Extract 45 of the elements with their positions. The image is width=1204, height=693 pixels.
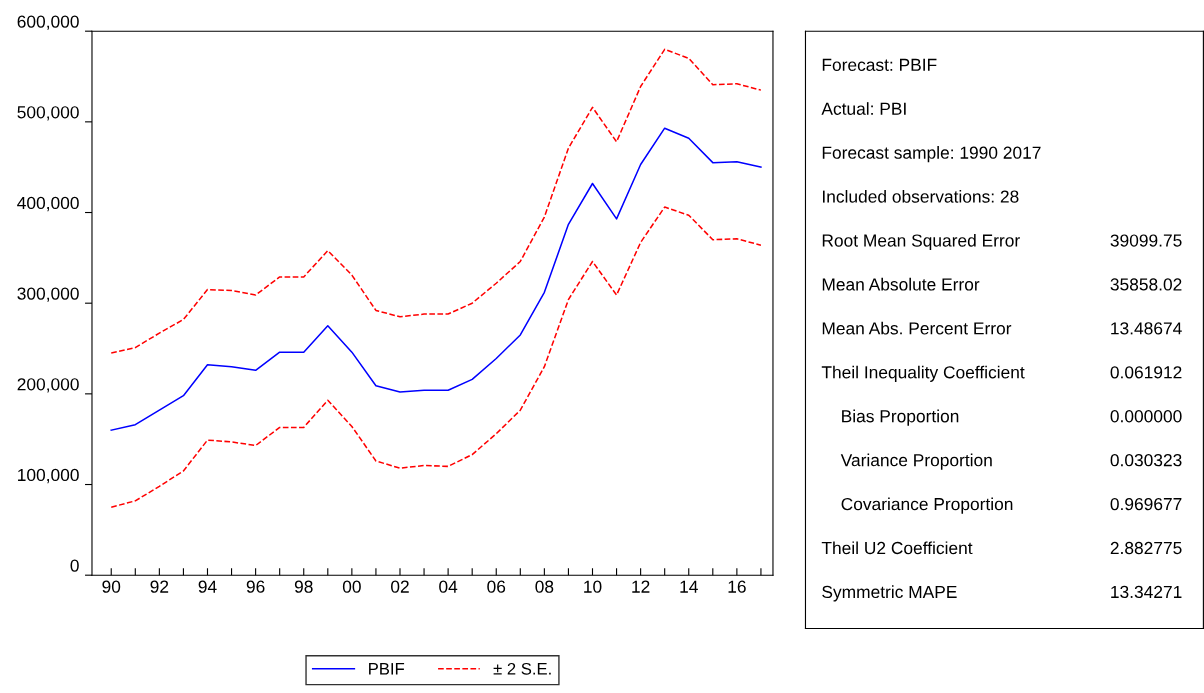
x-tick-label: 98 xyxy=(294,580,313,593)
x-tick-label: 16 xyxy=(728,580,746,593)
y-tick-label: 500,000 xyxy=(17,106,79,121)
category-label: Root Mean Squared Error xyxy=(822,233,1020,251)
category-label: Theil U2 Coefficient xyxy=(821,541,973,555)
text: Included observations: 28 xyxy=(823,190,1019,203)
x-tick-label: 14 xyxy=(680,580,698,593)
x-tick-label: 00 xyxy=(342,580,361,593)
x-tick-label: 06 xyxy=(487,580,506,593)
y-tick-label: 0 xyxy=(70,559,79,572)
text: Forecast sample: 1990 2017 xyxy=(822,146,1041,163)
text: 13.48674 xyxy=(1111,322,1182,335)
text: 2.882775 xyxy=(1110,541,1182,555)
text: 0.061912 xyxy=(1110,366,1182,379)
text: 0.000000 xyxy=(1110,410,1182,423)
x-tick-label: 12 xyxy=(632,580,650,593)
text: 13.34271 xyxy=(1111,585,1182,599)
y-tick-label: 200,000 xyxy=(17,378,79,393)
text: 0.030323 xyxy=(1110,454,1182,467)
category-label: Variance Proportion xyxy=(840,453,992,470)
x-tick-label: 08 xyxy=(535,580,554,593)
category-label: Covariance Proportion xyxy=(841,497,1013,514)
category-label: Mean Absolute Error xyxy=(822,277,980,291)
legend-label: PBIF xyxy=(369,663,405,675)
text: Actual: PBI xyxy=(821,102,906,115)
text: 35858.02 xyxy=(1110,278,1182,291)
x-tick-label: 90 xyxy=(102,580,121,593)
y-tick-label: 600,000 xyxy=(17,15,79,30)
x-tick-label: 10 xyxy=(584,580,602,593)
x-tick-label: 04 xyxy=(439,580,458,593)
y-tick-label: 400,000 xyxy=(17,196,79,212)
y-tick-label: 300,000 xyxy=(17,287,79,302)
category-label: Bias Proportion xyxy=(842,409,959,426)
x-tick-label: 92 xyxy=(150,580,169,593)
x-tick-label: 96 xyxy=(246,580,265,593)
text: 39099.75 xyxy=(1110,234,1182,247)
x-tick-label: 94 xyxy=(198,580,217,593)
category-label: Theil Inequality Coefficient xyxy=(821,365,1025,382)
category-label: Symmetric MAPE xyxy=(822,585,957,602)
y-tick-label: 100,000 xyxy=(18,468,79,484)
text: 0.969677 xyxy=(1110,497,1182,511)
text: Forecast: PBIF xyxy=(822,58,937,71)
category-label: Mean Abs. Percent Error xyxy=(822,321,1012,335)
legend-label: ± 2 S.E. xyxy=(493,662,551,675)
x-tick-label: 02 xyxy=(391,580,409,593)
